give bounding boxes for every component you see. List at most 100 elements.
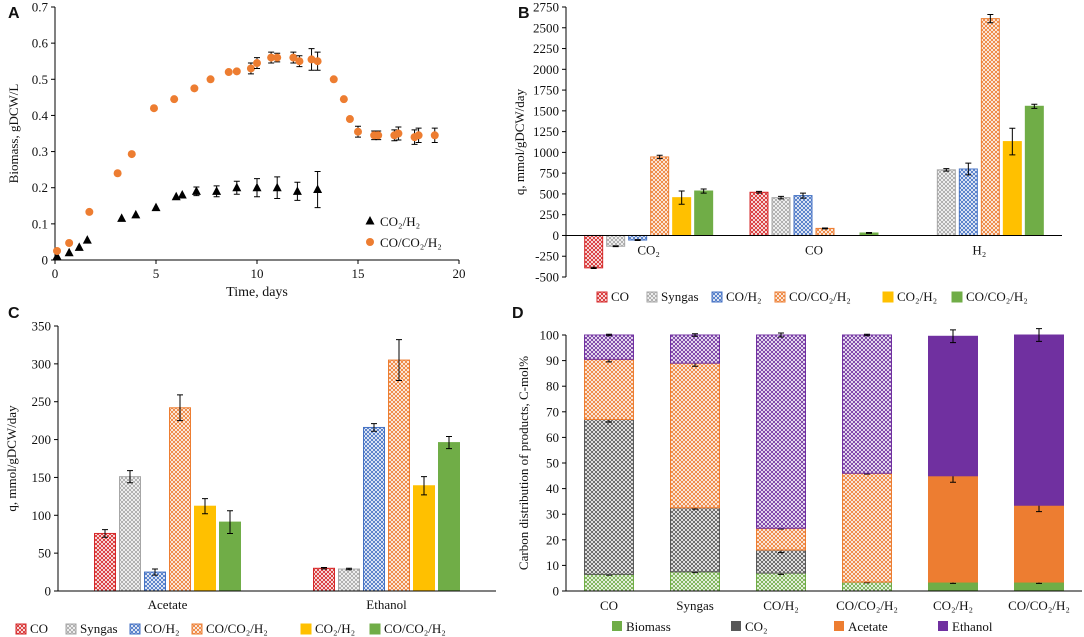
panel-a-point-co-co-h bbox=[329, 75, 338, 84]
panel-a-point-co-co-h bbox=[85, 207, 94, 216]
panel-b-bar-h-co-h bbox=[1002, 141, 1022, 236]
panel-b-error-bar bbox=[590, 266, 597, 270]
panel-c-category-label: Ethanol bbox=[366, 597, 407, 612]
panel-d-error-bar bbox=[1036, 328, 1042, 342]
panel-a-point-co-co-h bbox=[246, 64, 255, 73]
panel-d-y-tick-label: 60 bbox=[546, 430, 559, 445]
panel-d-y-tick-label: 30 bbox=[546, 507, 559, 522]
panel-label-d: D bbox=[512, 305, 524, 322]
panel-d-y-tick-label: 50 bbox=[546, 456, 559, 471]
panel-c-error-bar bbox=[346, 567, 352, 571]
panel-a-x-tick-label: 5 bbox=[153, 266, 160, 281]
panel-a-scatter: A 0 0.1 0.2 0.3 0.4 0.5 0.6 0.7 0 5 10 15 20 Time, day… bbox=[6, 0, 466, 300]
panel-a-point-co-h bbox=[177, 189, 187, 199]
panel-c-y-axis-title: q, mmol/gDCW/day bbox=[4, 405, 19, 512]
panel-b-y-tick-label: 0 bbox=[553, 228, 560, 243]
panel-c-error-bar bbox=[152, 568, 158, 576]
panel-c-bar-products: C 0 50 100 150 200 250 300 350 q, mmol/gDCW/day Ac… bbox=[4, 305, 496, 636]
panel-c-legend-swatch bbox=[129, 623, 141, 635]
panel-c-error-bar bbox=[421, 476, 427, 496]
panel-b-y-tick-label: 2750 bbox=[533, 0, 559, 15]
panel-a-y-tick-label: 0 bbox=[42, 253, 49, 268]
panel-a-y-tick-label: 0.6 bbox=[32, 36, 49, 51]
panel-b-legend-label: Syngas bbox=[661, 289, 699, 304]
panel-c-bar-acetate-syngas bbox=[119, 476, 141, 592]
panel-a-x-tick-label: 10 bbox=[251, 266, 264, 281]
panel-b-error-bar bbox=[800, 192, 806, 199]
panel-a-point-co-h bbox=[292, 186, 302, 195]
panel-b-y-tick-label: 1250 bbox=[533, 124, 559, 139]
panel-c-y-tick-label: 300 bbox=[32, 356, 52, 371]
panel-b-bar-co-syngas bbox=[606, 234, 626, 247]
panel-d-y-tick-label: 100 bbox=[540, 328, 560, 343]
panel-d-bar-syngas-acetate bbox=[670, 362, 720, 509]
panel-a-point-co-co-h bbox=[374, 131, 383, 140]
panel-c-legend-swatch bbox=[369, 623, 381, 635]
panel-b-y-tick-label: 500 bbox=[540, 186, 560, 201]
panel-a-point-co-h bbox=[74, 242, 84, 251]
panel-b-bar-co-co bbox=[749, 191, 769, 236]
panel-a-legend-label: CO/CO₂/H₂ bbox=[380, 235, 442, 250]
panel-a-point-co-h bbox=[191, 186, 201, 195]
panel-d-category-label: CO₂/H₂ bbox=[933, 598, 973, 613]
panel-b-legend-swatch bbox=[951, 291, 963, 303]
panel-c-category-label: Acetate bbox=[148, 597, 188, 612]
panel-d-legend-swatch bbox=[938, 621, 948, 631]
panel-c-y-tick-label: 250 bbox=[32, 394, 52, 409]
panel-b-legend-label: CO/CO₂/H₂ bbox=[789, 289, 851, 304]
panel-a-point-co-h bbox=[252, 182, 262, 192]
panel-c-legend-swatch bbox=[15, 623, 27, 635]
panel-c-error-bar bbox=[371, 423, 377, 432]
panel-b-bar-co-co-co-h bbox=[815, 227, 835, 236]
panel-c-y-tick-label: 50 bbox=[38, 546, 51, 561]
panel-d-y-tick-label: 40 bbox=[546, 481, 559, 496]
panel-b-error-bar bbox=[700, 188, 707, 194]
panel-c-legend-label: CO₂/H₂ bbox=[315, 621, 355, 636]
panel-b-legend-swatch bbox=[596, 291, 608, 303]
panel-a-point-co-h bbox=[212, 186, 222, 195]
panel-b-legend-swatch bbox=[711, 291, 723, 303]
panel-d-category-label: CO/H₂ bbox=[763, 598, 799, 613]
panel-a-point-co-co-h bbox=[313, 57, 322, 66]
panel-c-legend-swatch bbox=[65, 623, 77, 635]
panel-a-point-co-co-h bbox=[170, 95, 179, 104]
panel-d-stacked-bar-carbon: D 0 10 20 30 40 50 60 70 80 90 100 Carbon distributi… bbox=[512, 305, 1082, 634]
panel-a-point-co-co-h bbox=[253, 59, 261, 68]
panel-a-point-co-co-h bbox=[339, 95, 348, 104]
panel-a-legend-label: CO₂/H₂ bbox=[380, 214, 420, 229]
panel-c-y-tick-label: 200 bbox=[32, 432, 52, 447]
panel-b-y-tick-label: 2000 bbox=[533, 62, 559, 77]
panel-d-error-bar bbox=[950, 329, 956, 344]
panel-a-point-co-h bbox=[272, 182, 282, 192]
panel-b-error-bar bbox=[943, 168, 950, 172]
panel-a-point-co-co-h bbox=[113, 169, 122, 178]
panel-a-point-co-co-h bbox=[65, 239, 74, 248]
panel-c-y-tick-label: 0 bbox=[45, 584, 52, 599]
panel-a-y-tick-label: 0.2 bbox=[32, 180, 48, 195]
panel-b-error-bar bbox=[678, 190, 685, 205]
panel-b-error-bar bbox=[866, 232, 872, 234]
panel-d-bar-co-co-h-acetate bbox=[1014, 504, 1064, 583]
panel-d-bar-co-ethanol bbox=[584, 334, 634, 360]
panel-d-bar-syngas-co bbox=[670, 507, 720, 573]
panel-d-y-tick-label: 0 bbox=[553, 584, 560, 599]
panel-a-point-co-co-h bbox=[53, 246, 62, 255]
panel-d-bar-co-biomass bbox=[584, 573, 634, 592]
panel-a-x-tick-label: 0 bbox=[52, 266, 59, 281]
panel-a-y-tick-label: 0.1 bbox=[32, 216, 48, 231]
panel-d-bar-co-co-h-ethanol bbox=[1014, 334, 1064, 506]
panel-b-legend-label: CO/H₂ bbox=[726, 289, 762, 304]
panel-b-bar-h-co-co-h bbox=[980, 18, 1000, 236]
panel-b-bar-co-co-co-h bbox=[650, 156, 670, 236]
panel-a-y-tick-label: 0.7 bbox=[32, 0, 49, 15]
panel-b-category-label: CO₂ bbox=[637, 242, 660, 257]
panel-b-y-tick-label: -250 bbox=[535, 249, 559, 264]
panel-c-bar-ethanol-co-h bbox=[413, 485, 435, 592]
panel-c-error-bar bbox=[446, 436, 452, 450]
panel-d-error-bar bbox=[606, 333, 612, 337]
panel-a-legend-marker bbox=[365, 216, 375, 225]
panel-d-category-label: CO/CO₂/H₂ bbox=[836, 598, 898, 613]
panel-b-legend-label: CO/CO₂/H₂ bbox=[966, 289, 1028, 304]
panel-b-bar-co-co-h bbox=[793, 195, 813, 236]
panel-c-error-bar bbox=[202, 498, 208, 515]
